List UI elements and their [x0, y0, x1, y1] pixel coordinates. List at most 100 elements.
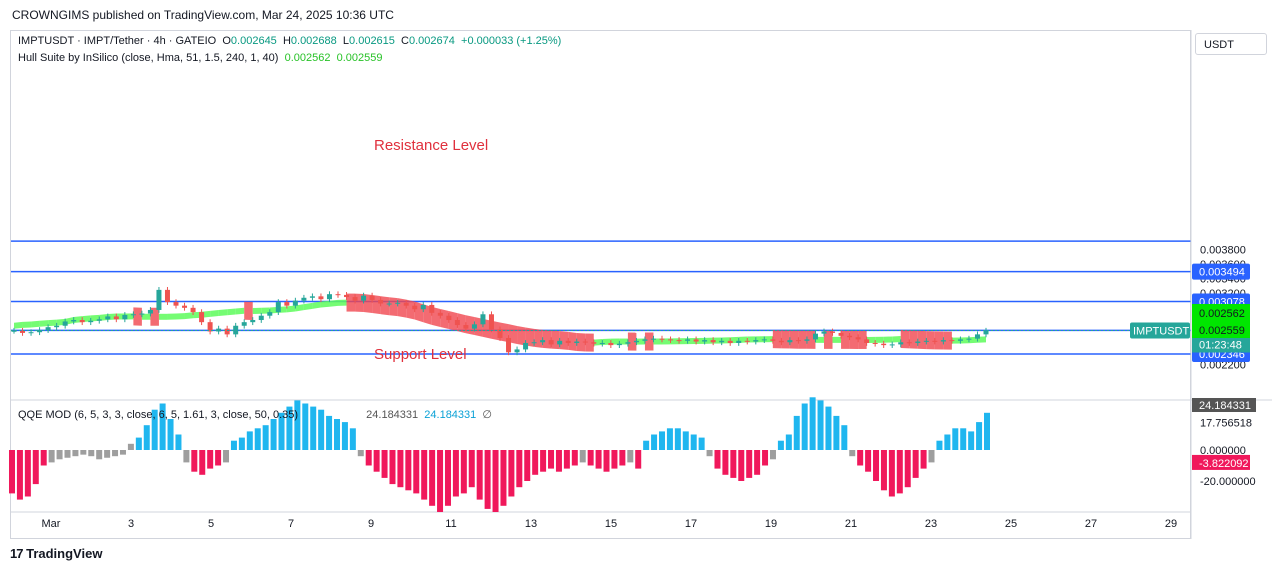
qqe-bar [207, 450, 214, 469]
qqe-bar [429, 450, 436, 506]
candle-body [915, 341, 921, 343]
qqe-bar [841, 425, 848, 450]
qqe-bar [682, 431, 689, 450]
candle-body [557, 340, 563, 345]
candle-body [795, 340, 801, 342]
hull-band-segment [312, 301, 321, 309]
candle-body [292, 300, 298, 306]
candle-body [190, 307, 196, 313]
qqe-bar [223, 450, 230, 463]
qqe-bar [769, 450, 776, 460]
candle-body [514, 349, 520, 353]
hull-band-segment [627, 332, 637, 351]
qqe-bar [920, 450, 927, 469]
candle-body [105, 316, 111, 320]
hull-band-segment [704, 337, 714, 344]
hull-band-segment [917, 330, 927, 350]
hull-band-segment [380, 296, 390, 316]
candle-body [335, 294, 341, 296]
qqe-bar [80, 450, 87, 455]
hull-band-segment [184, 312, 194, 320]
candle-body [207, 322, 213, 332]
qqe-bar [349, 428, 356, 450]
hull-value-2: 0.002559 [336, 52, 383, 64]
candle-body [20, 330, 26, 333]
candle-body [608, 342, 614, 346]
qqe-bar [587, 450, 594, 466]
symbol-name: IMPTUSDT · IMPT/Tether · 4h · GATEIO [18, 35, 217, 47]
candle-body [250, 320, 256, 323]
hull-band-segment [568, 331, 577, 352]
qqe-bar [793, 415, 800, 450]
qqe-bar [405, 450, 412, 491]
candle-body [659, 338, 665, 340]
candle-body [37, 330, 43, 333]
hull-band-segment [295, 304, 304, 312]
qqe-bar [904, 450, 911, 488]
qqe-bar [849, 450, 856, 457]
qqe-tick-label: 17.756518 [1200, 417, 1252, 429]
qqe-bar [555, 450, 562, 472]
hull-band-segment [653, 338, 662, 345]
candle-body [11, 330, 17, 332]
hull-badge [1192, 321, 1250, 338]
candle-body [830, 331, 836, 333]
qqe-bar [777, 440, 784, 450]
qqe-bar [135, 437, 142, 450]
candle-body [45, 327, 51, 331]
open-value: 0.002645 [230, 35, 277, 47]
qqe-bar [56, 450, 63, 460]
qqe-bar [452, 450, 459, 497]
qqe-bar [112, 450, 119, 457]
qqe-bar [334, 419, 340, 450]
hull-band-segment [338, 299, 347, 306]
time-tick-label: 23 [925, 518, 937, 530]
candle-body [488, 314, 494, 330]
candle-body [591, 342, 597, 344]
hull-band-segment [22, 321, 32, 328]
candle-body [540, 340, 546, 343]
qqe-bar [421, 450, 428, 500]
qqe-bar [659, 431, 665, 450]
qqe-bar [690, 434, 697, 450]
qqe-bar [674, 428, 681, 450]
qqe-bar [254, 428, 261, 450]
hull-badge-text: 0.002559 [1199, 325, 1245, 337]
hull-band-segment [303, 302, 313, 311]
qqe-bar [516, 450, 523, 488]
hull-band-segment [824, 330, 833, 349]
high-value: 0.002688 [290, 35, 337, 47]
qqe-bar [310, 406, 317, 450]
candle-body [864, 339, 870, 343]
qqe-bar [880, 450, 887, 491]
qqe-bar [619, 450, 626, 466]
candle-body [736, 340, 742, 343]
time-tick-label: 9 [368, 518, 374, 530]
candle-body [429, 304, 435, 313]
hull-band-segment [286, 305, 296, 313]
time-tick-label: 19 [765, 518, 777, 530]
hull-band-segment [943, 331, 952, 350]
qqe-bar [960, 428, 967, 450]
qqe-bar [437, 450, 444, 512]
qqe-bar [762, 450, 769, 466]
qqe-bar [24, 450, 31, 497]
candle-body [889, 344, 895, 346]
qqe-neg-badge-text: -3.822092 [1199, 458, 1249, 470]
price-tick-label: 0.003800 [1200, 245, 1246, 257]
qqe-bar [32, 450, 39, 485]
candle-body [847, 335, 853, 338]
hull-band-segment [235, 307, 245, 315]
candle-body [676, 340, 682, 342]
currency-button[interactable]: USDT [1195, 33, 1267, 55]
qqe-value-2: 24.184331 [424, 409, 477, 421]
candle-body [122, 314, 128, 320]
candle-body [275, 302, 281, 313]
candle-body [523, 342, 529, 350]
low-value: 0.002615 [349, 35, 395, 47]
support-level-label: Support Level [374, 346, 467, 363]
hull-band-segment [320, 300, 330, 308]
qqe-bar [738, 450, 745, 481]
time-tick-label: 25 [1005, 518, 1017, 530]
